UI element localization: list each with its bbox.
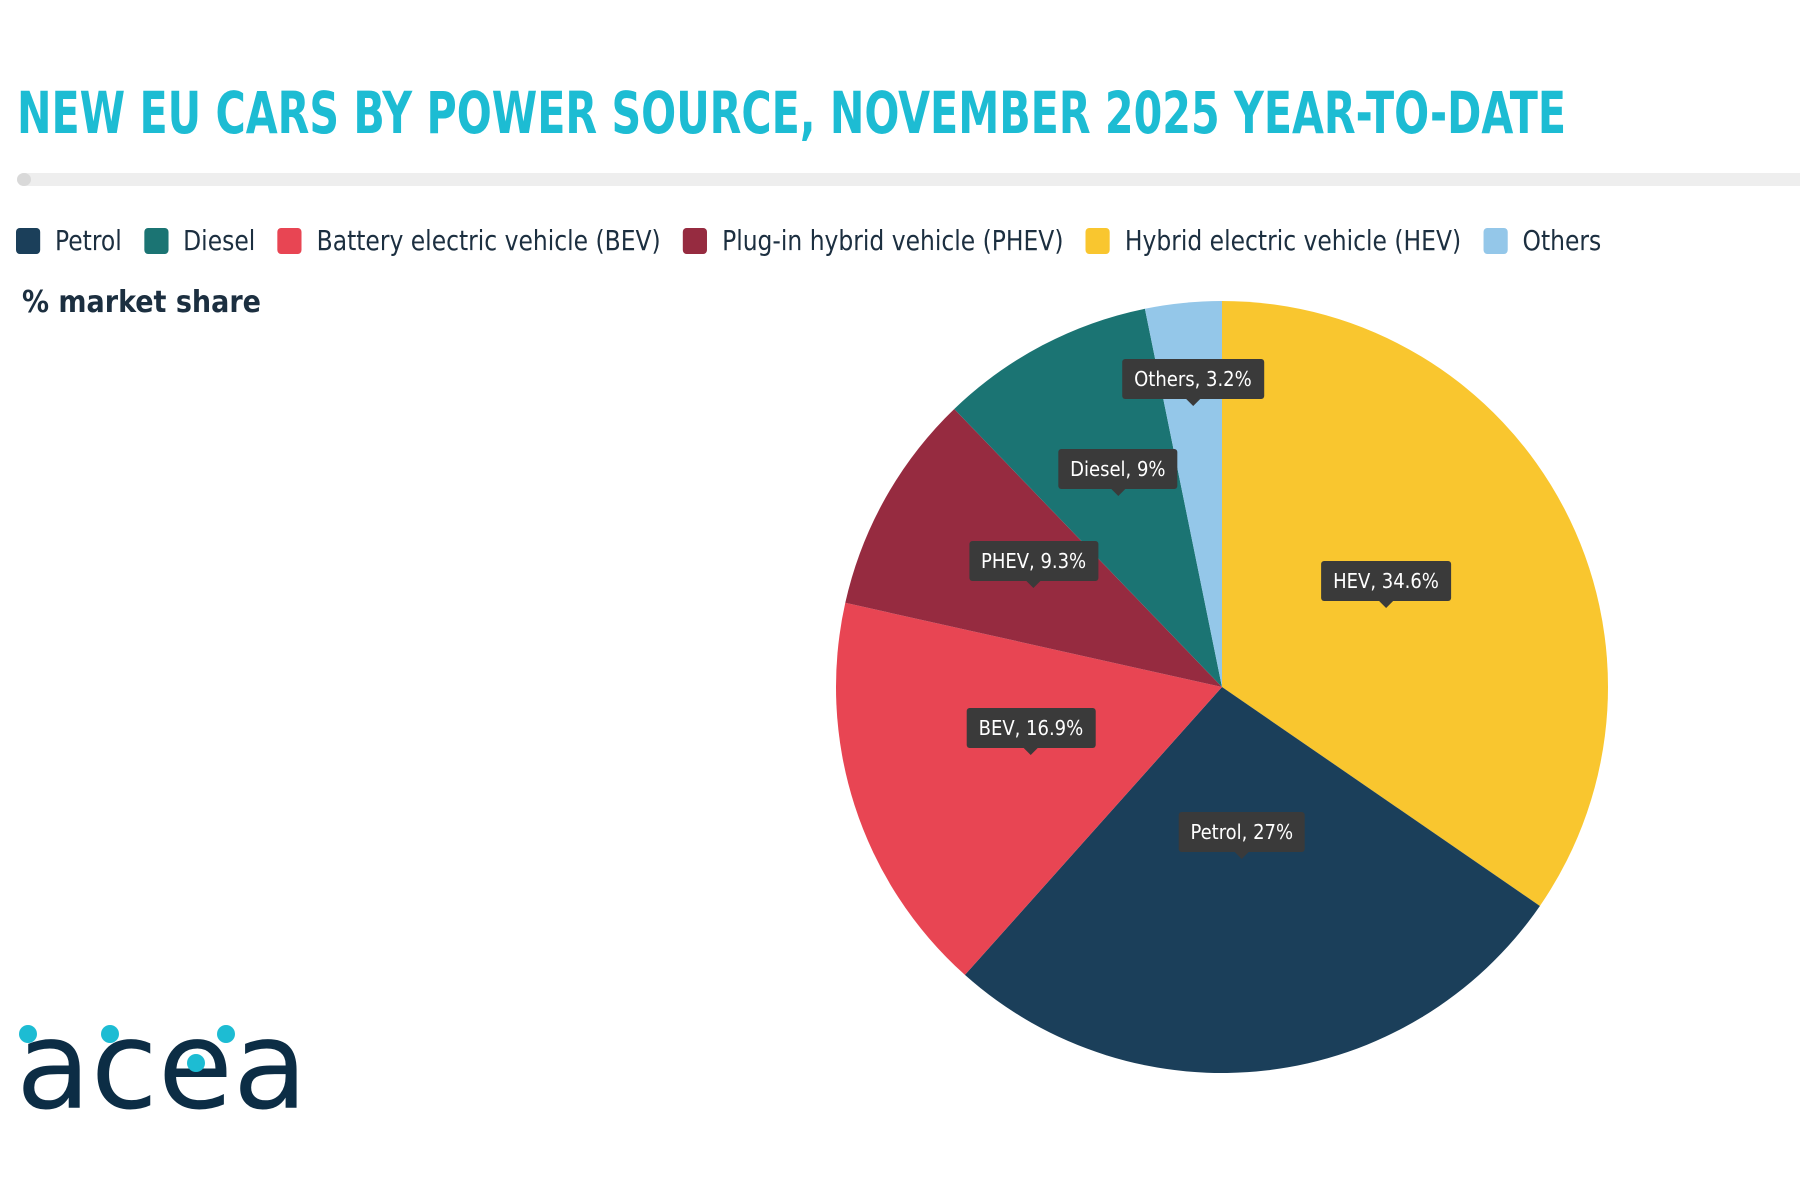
legend-swatch-bev	[277, 227, 302, 254]
legend-item-bev[interactable]: Battery electric vehicle (BEV)	[277, 224, 661, 257]
pie-data-label-diesel: Diesel, 9%	[1058, 448, 1178, 496]
pie-data-label-petrol: Petrol, 27%	[1178, 811, 1306, 859]
title-divider-knob	[17, 173, 31, 186]
legend-item-hev[interactable]: Hybrid electric vehicle (HEV)	[1085, 224, 1462, 257]
legend-label-petrol: Petrol	[55, 224, 122, 257]
acea-logo: acea	[16, 1008, 308, 1118]
legend-label-others: Others	[1522, 224, 1602, 257]
logo-dot	[187, 1054, 205, 1072]
logo-dot	[217, 1025, 235, 1043]
title-divider	[17, 173, 1800, 186]
legend-label-bev: Battery electric vehicle (BEV)	[316, 224, 661, 257]
logo-wordmark: acea	[16, 1008, 308, 1118]
chart-title: NEW EU CARS BY POWER SOURCE, NOVEMBER 20…	[17, 79, 1567, 147]
legend-label-phev: Plug-in hybrid vehicle (PHEV)	[722, 224, 1064, 257]
pie-slice-diesel[interactable]	[954, 308, 1222, 687]
legend-item-diesel[interactable]: Diesel	[144, 224, 255, 257]
legend-swatch-hev	[1085, 227, 1110, 254]
legend-swatch-others	[1483, 227, 1508, 254]
legend-swatch-petrol	[16, 227, 41, 254]
legend-swatch-diesel	[144, 227, 169, 254]
logo-dot	[19, 1025, 37, 1043]
chart-subtitle: % market share	[22, 285, 261, 320]
pie-slice-bev[interactable]	[835, 602, 1222, 975]
legend-item-phev[interactable]: Plug-in hybrid vehicle (PHEV)	[683, 224, 1063, 257]
pie-slice-hev[interactable]	[1222, 301, 1608, 906]
legend-label-hev: Hybrid electric vehicle (HEV)	[1124, 224, 1462, 257]
chart-legend: Petrol Diesel Battery electric vehicle (…	[16, 224, 1624, 257]
pie-data-label-hev: HEV, 34.6%	[1321, 560, 1451, 608]
logo-dot	[101, 1025, 119, 1043]
pie-data-label-phev: PHEV, 9.3%	[968, 541, 1099, 589]
legend-label-diesel: Diesel	[183, 224, 256, 257]
legend-item-petrol[interactable]: Petrol	[16, 224, 122, 257]
pie-slice-petrol[interactable]	[964, 687, 1540, 1073]
legend-swatch-phev	[683, 227, 708, 254]
pie-data-label-bev: BEV, 16.9%	[966, 708, 1096, 756]
legend-item-others[interactable]: Others	[1483, 224, 1601, 257]
pie-slices	[835, 301, 1608, 1073]
pie-data-label-others: Others, 3.2%	[1122, 358, 1264, 406]
